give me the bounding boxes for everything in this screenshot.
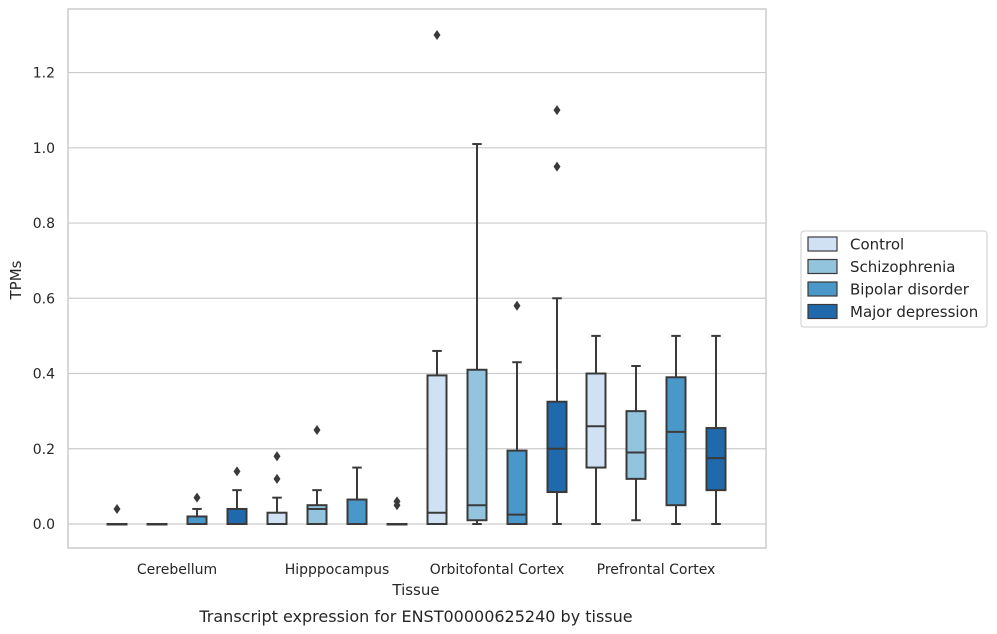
box-control-3 [585, 334, 607, 525]
box [585, 372, 607, 469]
box [426, 374, 448, 525]
legend-label: Schizophrenia [850, 258, 955, 276]
box [266, 511, 288, 525]
outlier-point [553, 105, 561, 116]
x-tick-label: Orbitofontal Cortex [430, 562, 565, 578]
box-control-0 [106, 503, 128, 526]
outlier-point [273, 451, 281, 462]
y-tick-label: 0.2 [33, 442, 55, 458]
outlier-point [113, 503, 121, 514]
legend-swatch [807, 236, 838, 252]
grid-lines [68, 71, 766, 525]
box-schizophrenia-1 [306, 424, 328, 526]
box-control-2 [426, 29, 448, 525]
box [546, 400, 568, 494]
outlier-point [513, 300, 521, 311]
x-axis-ticks: Cerebellum Hipppocampus Orbitofontal Corte… [137, 562, 715, 578]
outlier-point [553, 161, 561, 172]
box-schizophrenia-2 [466, 143, 488, 525]
legend-label: Bipolar disorder [850, 281, 970, 299]
outlier-point [433, 29, 441, 40]
box [466, 368, 488, 522]
box [506, 449, 528, 525]
y-tick-label: 0.0 [33, 517, 55, 533]
box [625, 410, 647, 480]
box-major-depression-2 [546, 105, 568, 525]
y-tick-label: 1.0 [33, 141, 55, 157]
y-axis-ticks: 0.0 0.2 0.4 0.6 0.8 1.0 1.2 [33, 66, 55, 533]
legend-frame [800, 230, 988, 328]
legend-label: Major depression [850, 303, 978, 321]
y-tick-label: 0.4 [33, 367, 55, 383]
x-tick-label: Hipppocampus [285, 562, 390, 578]
x-axis-title: Tissue [391, 581, 439, 599]
outlier-point [233, 466, 241, 477]
box-bipolar-disorder-3 [665, 334, 687, 525]
legend-swatch [807, 258, 838, 275]
legend-swatch [807, 281, 838, 297]
box-bipolar-disorder-0 [186, 492, 208, 526]
outlier-point [273, 473, 281, 484]
box-groups [106, 29, 727, 526]
y-axis-title: TPMs [7, 260, 25, 300]
legend-swatch [807, 303, 838, 320]
box [226, 507, 248, 525]
box [186, 515, 208, 526]
box-bipolar-disorder-2 [506, 300, 528, 525]
box-control-1 [266, 451, 288, 525]
box-major-depression-1 [386, 496, 408, 526]
box-schizophrenia-3 [625, 364, 647, 522]
outlier-point [313, 424, 321, 435]
box [665, 376, 687, 507]
box-major-depression-3 [705, 334, 727, 525]
box [346, 498, 368, 525]
y-tick-label: 0.8 [33, 216, 55, 232]
x-tick-label: Prefrontal Cortex [597, 562, 716, 578]
y-tick-label: 0.6 [33, 291, 55, 307]
legend: Control Schizophrenia Bipolar disorder Majo… [800, 230, 988, 328]
x-tick-label: Cerebellum [137, 562, 217, 578]
outlier-point [193, 492, 201, 503]
outlier-point [393, 496, 401, 507]
legend-label: Control [850, 236, 904, 254]
plot-area [67, 8, 767, 549]
box-bipolar-disorder-1 [346, 466, 368, 525]
chart-caption: Transcript expression for ENST0000062524… [198, 607, 632, 626]
box-major-depression-0 [226, 466, 248, 525]
y-tick-label: 1.2 [33, 66, 55, 82]
box-schizophrenia-0 [146, 523, 168, 526]
